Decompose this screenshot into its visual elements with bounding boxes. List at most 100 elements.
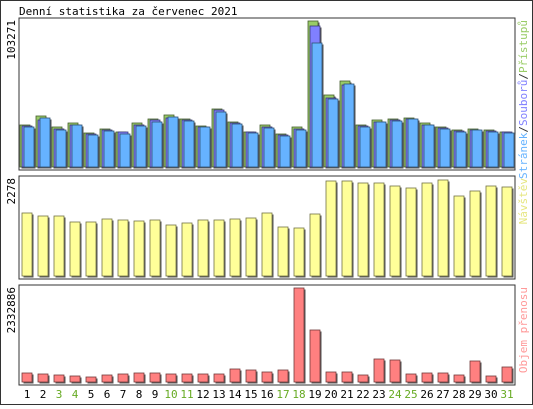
bar xyxy=(53,374,65,383)
x-tick-label: 9 xyxy=(152,388,159,401)
x-tick-label: 30 xyxy=(484,388,497,401)
bar xyxy=(183,120,195,168)
x-tick-label: 14 xyxy=(228,388,242,401)
bar xyxy=(167,116,179,168)
x-tick-label: 28 xyxy=(452,388,465,401)
x-tick-label: 26 xyxy=(420,388,433,401)
panel-hits: 103271 Stránek/Souborů/Přístupů xyxy=(5,17,530,179)
legend-entry: Objem přenosu xyxy=(517,287,530,373)
x-tick-label: 13 xyxy=(212,388,225,401)
x-tick-label: 16 xyxy=(260,388,273,401)
bar xyxy=(197,373,209,383)
legend-entry: Stránek xyxy=(517,132,530,179)
bar xyxy=(39,117,51,168)
series-Stránek xyxy=(23,42,516,169)
bar xyxy=(293,287,305,383)
bar xyxy=(309,329,321,383)
bar xyxy=(85,221,97,277)
bar xyxy=(469,190,481,277)
bar xyxy=(37,373,49,383)
bar xyxy=(247,132,259,168)
bar xyxy=(261,371,273,383)
bar xyxy=(213,373,225,383)
bar xyxy=(455,131,467,168)
bar xyxy=(215,111,227,168)
bar xyxy=(101,374,113,383)
legend-entry: Souborů xyxy=(517,80,530,126)
bar xyxy=(279,135,291,168)
y-max-label: 2278 xyxy=(5,178,18,205)
bar xyxy=(327,98,339,168)
bar xyxy=(133,372,145,383)
bar xyxy=(439,128,451,168)
bar xyxy=(405,373,417,383)
bar xyxy=(119,133,131,168)
bar xyxy=(165,224,177,277)
bar xyxy=(117,219,129,277)
bar xyxy=(181,222,193,277)
bar xyxy=(181,373,193,383)
bar xyxy=(437,372,449,383)
bar xyxy=(453,195,465,277)
bar xyxy=(55,129,67,168)
chart-title: Denní statistika za červenec 2021 xyxy=(19,5,238,18)
bar xyxy=(165,373,177,383)
bar xyxy=(357,374,369,383)
bar xyxy=(245,369,257,383)
x-tick-label: 29 xyxy=(468,388,481,401)
x-tick-label: 18 xyxy=(292,388,305,401)
bar xyxy=(501,186,513,277)
bar xyxy=(309,213,321,277)
bar xyxy=(421,182,433,277)
bar xyxy=(71,124,83,168)
x-tick-label: 31 xyxy=(500,388,513,401)
bar xyxy=(293,227,305,277)
x-tick-label: 5 xyxy=(88,388,95,401)
panel-kbytes: 2332886 Objem přenosu xyxy=(5,284,530,386)
legend-entry: / xyxy=(517,126,530,133)
legend: Objem přenosu xyxy=(517,287,530,373)
bar xyxy=(229,218,241,277)
bar xyxy=(199,126,211,168)
legend: Stránek/Souborů/Přístupů xyxy=(517,20,530,179)
legend: Návštěv xyxy=(517,178,530,225)
x-tick-label: 3 xyxy=(56,388,63,401)
bar xyxy=(101,218,113,277)
bar xyxy=(149,372,161,383)
bar xyxy=(53,215,65,277)
x-tick-label: 10 xyxy=(164,388,177,401)
bar xyxy=(325,371,337,383)
bar xyxy=(277,369,289,383)
bar xyxy=(343,83,355,168)
x-tick-label: 11 xyxy=(180,388,193,401)
bar xyxy=(453,374,465,383)
legend-entry: / xyxy=(517,73,530,80)
bar xyxy=(421,372,433,383)
x-tick-label: 12 xyxy=(196,388,209,401)
bar xyxy=(405,187,417,277)
x-tick-label: 4 xyxy=(72,388,79,401)
bar xyxy=(213,219,225,277)
bar xyxy=(133,220,145,277)
x-tick-label: 6 xyxy=(104,388,111,401)
bar xyxy=(373,358,385,383)
bar xyxy=(359,126,371,168)
bar xyxy=(117,373,129,383)
bar xyxy=(149,219,161,277)
x-tick-label: 19 xyxy=(308,388,321,401)
x-tick-label: 7 xyxy=(120,388,127,401)
bar xyxy=(471,129,483,168)
x-tick-label: 1 xyxy=(24,388,31,401)
bar xyxy=(485,185,497,277)
x-tick-label: 21 xyxy=(340,388,353,401)
y-max-label: 103271 xyxy=(5,20,18,60)
bar xyxy=(341,371,353,383)
x-tick-label: 8 xyxy=(136,388,143,401)
bar xyxy=(69,375,81,383)
x-tick-label: 27 xyxy=(436,388,449,401)
bar xyxy=(485,375,497,383)
x-tick-label: 25 xyxy=(404,388,417,401)
bar xyxy=(103,130,115,168)
x-tick-label: 24 xyxy=(388,388,402,401)
